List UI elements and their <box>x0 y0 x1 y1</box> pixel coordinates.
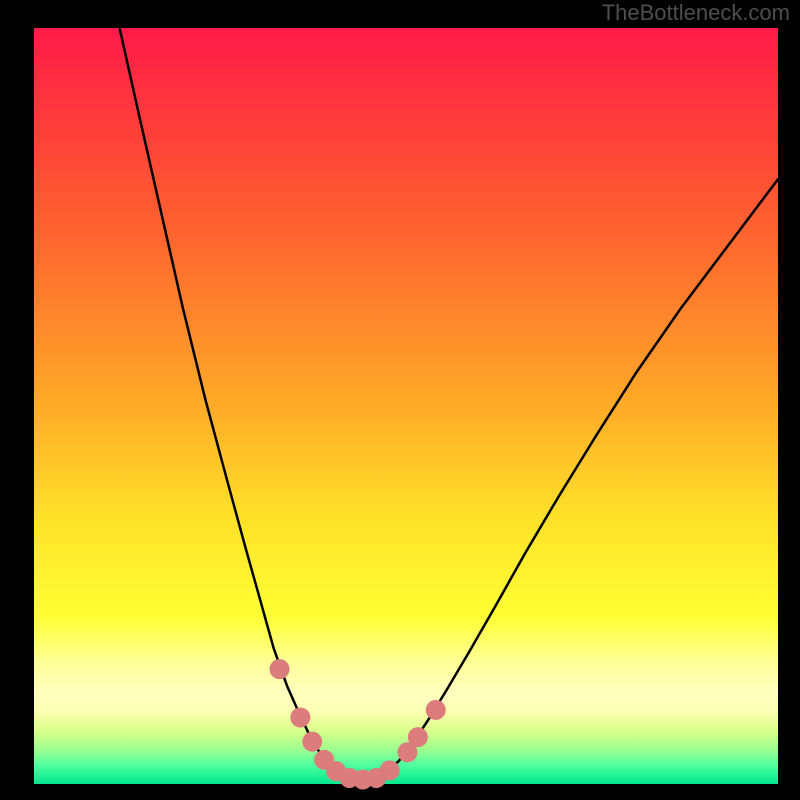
watermark-text: TheBottleneck.com <box>602 0 790 26</box>
curve-marker <box>270 659 290 679</box>
chart-root: TheBottleneck.com <box>0 0 800 800</box>
curve-marker <box>380 760 400 780</box>
curve-marker <box>408 727 428 747</box>
curve-marker <box>302 732 322 752</box>
chart-svg <box>0 0 800 800</box>
curve-marker <box>426 700 446 720</box>
curve-marker <box>290 707 310 727</box>
